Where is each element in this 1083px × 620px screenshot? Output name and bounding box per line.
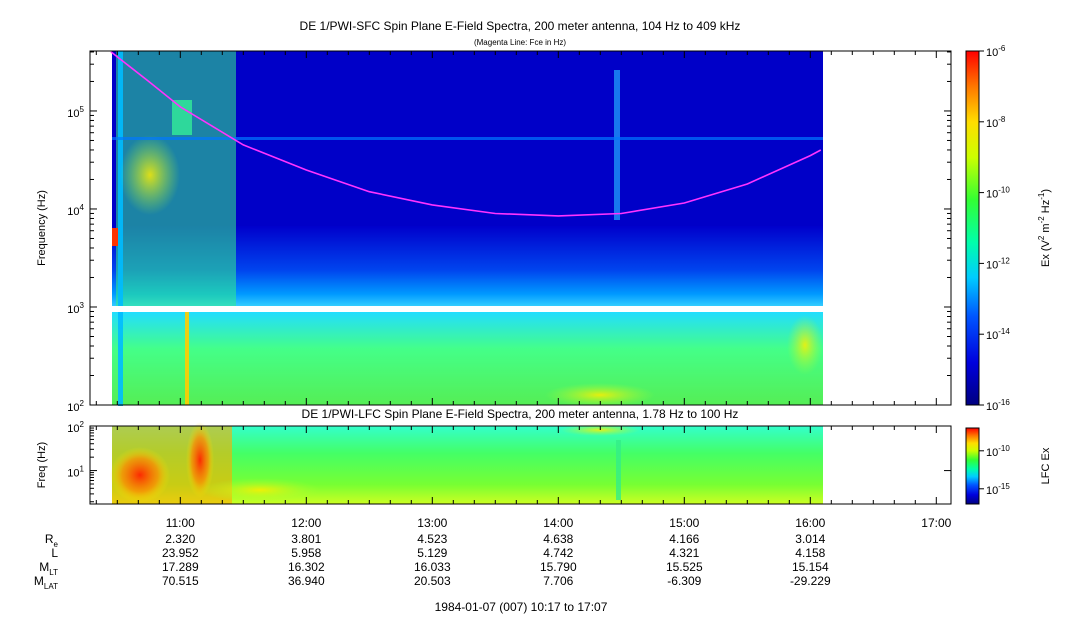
time-tick-label: 17:00 bbox=[921, 516, 951, 530]
time-tick-label: 16:00 bbox=[795, 516, 825, 530]
ephemeris-value: 3.801 bbox=[291, 532, 321, 546]
sfc-frame bbox=[89, 50, 952, 406]
sfc-panel: 102 103 104 105 Frequency (Hz) bbox=[36, 50, 952, 414]
lfc-colorbar-tick-label: 10-15 bbox=[986, 482, 1010, 497]
ephemeris-value: 7.706 bbox=[543, 574, 573, 588]
ephemeris-value: 4.321 bbox=[669, 546, 699, 560]
time-range-footer: 1984-01-07 (007) 10:17 to 17:07 bbox=[435, 600, 608, 614]
cb-label-part: -2 bbox=[1037, 216, 1046, 224]
time-tick-label: 12:00 bbox=[291, 516, 321, 530]
sfc-colorbar-tick-label: 10-10 bbox=[986, 186, 1010, 201]
ephemeris-value: 2.320 bbox=[165, 532, 195, 546]
lfc-colorbar: 10-10 10-15 LFC Ex bbox=[965, 427, 1052, 505]
sfc-y-tick-label: 104 bbox=[67, 203, 84, 218]
ephemeris-value: -29.229 bbox=[790, 574, 831, 588]
sfc-low-band bbox=[112, 312, 823, 405]
ephemeris-value: 17.289 bbox=[162, 560, 199, 574]
lfc-colorbar-tick-label: 10-10 bbox=[986, 444, 1010, 459]
ephemeris-value: 70.515 bbox=[162, 574, 199, 588]
time-tick-label: 13:00 bbox=[417, 516, 447, 530]
ephemeris-value: 5.958 bbox=[291, 546, 321, 560]
sfc-colorbar-tick-label: 10-8 bbox=[986, 115, 1006, 130]
sfc-colorbar-scale bbox=[965, 50, 980, 406]
sfc-stripe bbox=[185, 312, 189, 405]
ephemeris-value: 20.503 bbox=[414, 574, 451, 588]
fce-line bbox=[110, 51, 822, 217]
cb-label-part: ) bbox=[1040, 189, 1052, 193]
ephemeris-value: 4.638 bbox=[543, 532, 573, 546]
ephemeris-value: 15.790 bbox=[540, 560, 577, 574]
sfc-red-spot bbox=[112, 228, 118, 246]
lfc-warm-patch bbox=[200, 478, 320, 502]
ephemeris-value: 4.523 bbox=[417, 532, 447, 546]
sfc-warm-patch bbox=[787, 315, 823, 375]
ephemeris-value: 3.014 bbox=[795, 532, 825, 546]
time-tick-label: 11:00 bbox=[166, 516, 195, 530]
cb-label-part: Ex (V bbox=[1040, 239, 1052, 267]
ephemeris-value: 36.940 bbox=[288, 574, 325, 588]
sfc-band-line bbox=[112, 137, 823, 140]
ephemeris-table: Re 2.320 3.801 4.523 4.638 4.166 3.014 L 23.952 5… bbox=[34, 532, 831, 591]
cb-label-part: m bbox=[1040, 223, 1052, 235]
sfc-y-tick-label: 103 bbox=[67, 301, 84, 316]
sfc-spectrogram bbox=[110, 51, 823, 407]
ephemeris-row-label: MLT bbox=[39, 560, 58, 577]
ephemeris-value: 15.525 bbox=[666, 560, 703, 574]
cb-label-part: Hz bbox=[1040, 200, 1052, 217]
sfc-colorbar-tick-label: 10-6 bbox=[986, 44, 1006, 59]
sfc-colorbar-tick-label: 10-14 bbox=[986, 327, 1010, 342]
lfc-colorbar-label: LFC Ex bbox=[1040, 447, 1052, 484]
ephemeris-value: 4.742 bbox=[543, 546, 573, 560]
ephemeris-row-label: MLAT bbox=[34, 574, 58, 591]
time-tick-labels: 11:00 12:00 13:00 14:00 15:00 16:00 17:00 bbox=[166, 516, 952, 530]
cb-label-part: -1 bbox=[1037, 192, 1046, 200]
lfc-spectrogram bbox=[110, 422, 823, 504]
sfc-subtitle: (Magenta Line: Fce in Hz) bbox=[474, 38, 566, 47]
sfc-stripe bbox=[172, 100, 192, 135]
sfc-y-label: Frequency (Hz) bbox=[36, 190, 48, 266]
lfc-frame bbox=[89, 425, 952, 505]
lfc-title: DE 1/PWI-LFC Spin Plane E-Field Spectra,… bbox=[302, 407, 739, 421]
ephemeris-row-label: L bbox=[51, 546, 58, 560]
sfc-stripe bbox=[614, 70, 620, 220]
sfc-warm-patch bbox=[545, 383, 655, 407]
ephemeris-value: 15.154 bbox=[792, 560, 829, 574]
sfc-colorbar-ticks: 10-6 10-8 10-10 10-12 10-14 10-16 bbox=[979, 44, 1010, 413]
sfc-data-gap bbox=[112, 306, 823, 312]
lfc-y-ticks: 102 101 bbox=[67, 420, 951, 503]
cb-label-part: 2 bbox=[1037, 235, 1046, 240]
sfc-colorbar-tick-label: 10-12 bbox=[986, 256, 1010, 271]
sfc-title: DE 1/PWI-SFC Spin Plane E-Field Spectra,… bbox=[300, 19, 741, 33]
sfc-colorbar-tick-label: 10-16 bbox=[986, 398, 1010, 413]
lfc-stripe bbox=[616, 440, 621, 500]
lfc-colorbar-scale bbox=[965, 427, 980, 505]
lfc-y-label: Freq (Hz) bbox=[36, 442, 48, 488]
lfc-y-tick-label: 101 bbox=[67, 465, 84, 480]
lfc-hot-patch bbox=[110, 447, 170, 503]
ephemeris-value: 23.952 bbox=[162, 546, 199, 560]
lfc-colorbar-ticks: 10-10 10-15 bbox=[979, 444, 1010, 497]
ephemeris-value: 4.158 bbox=[795, 546, 825, 560]
sfc-y-tick-label: 105 bbox=[67, 105, 84, 120]
lfc-y-tick-label: 102 bbox=[67, 420, 84, 435]
ephemeris-value: 16.302 bbox=[288, 560, 325, 574]
sfc-colorbar: 10-6 10-8 10-10 10-12 10-14 10-16 Ex (V2 m-2 … bbox=[965, 44, 1052, 413]
ephemeris-row-label: Re bbox=[45, 532, 59, 549]
sfc-colorbar-label: Ex (V2 m-2 Hz-1) bbox=[1037, 189, 1052, 267]
ephemeris-value: 5.129 bbox=[417, 546, 447, 560]
lfc-hot-patch bbox=[186, 422, 214, 498]
ephemeris-value: 4.166 bbox=[669, 532, 699, 546]
time-tick-label: 14:00 bbox=[543, 516, 573, 530]
lfc-panel: 102 101 Freq (Hz) bbox=[36, 420, 952, 505]
time-axis bbox=[95, 51, 937, 504]
time-tick-label: 15:00 bbox=[669, 516, 699, 530]
sfc-y-tick-label: 102 bbox=[67, 399, 84, 414]
sfc-stripe bbox=[118, 51, 123, 406]
sfc-warm-patch bbox=[120, 135, 180, 215]
ephemeris-value: 16.033 bbox=[414, 560, 451, 574]
ephemeris-value: -6.309 bbox=[667, 574, 701, 588]
sfc-y-ticks: 102 103 104 105 bbox=[67, 51, 951, 414]
